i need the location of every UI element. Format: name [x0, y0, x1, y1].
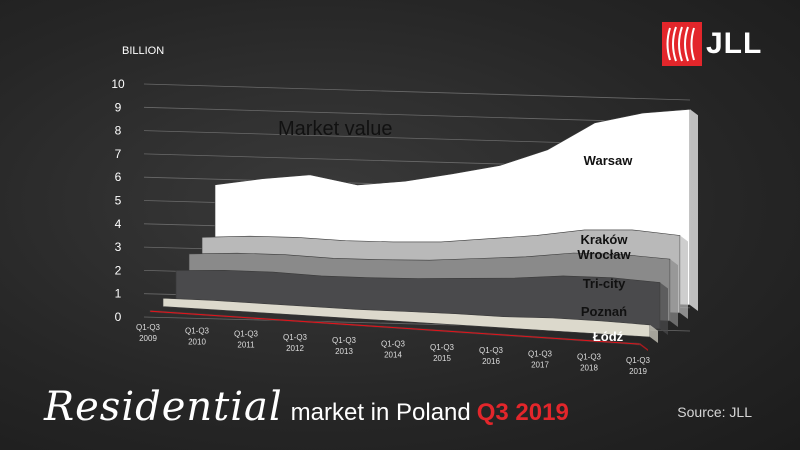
footer-title: Residential market in Poland Q3 2019: [44, 384, 569, 434]
title-rest: market in Poland: [290, 399, 471, 426]
series-side-face: [650, 324, 658, 343]
x-tick-label: Q1-Q3 2012: [283, 333, 308, 353]
x-tick-label: Q1-Q3 2017: [528, 349, 553, 369]
x-tick-label: Q1-Q3 2016: [479, 346, 504, 366]
y-tick-label: 3: [115, 240, 122, 254]
chart-annotation: Market value: [278, 118, 393, 140]
y-tick-label: 2: [115, 263, 122, 277]
series-area-pozna-: [162, 297, 651, 338]
x-tick-label: Q1-Q3 2011: [234, 330, 259, 350]
series-side-face: [670, 259, 678, 327]
y-axis-unit-label: BILLION: [122, 45, 164, 57]
series-label: Tri-city: [583, 276, 626, 291]
x-tick-label: Q1-Q3 2019: [626, 356, 651, 376]
y-tick-label: 9: [115, 100, 122, 114]
y-tick-label: 0: [115, 310, 122, 324]
y-tick-label: 10: [111, 77, 125, 91]
series-side-face: [690, 109, 698, 311]
x-tick-label: Q1-Q3 2014: [381, 340, 406, 360]
series-side-face: [660, 282, 668, 335]
series-side-face: [680, 235, 688, 319]
y-gridline: [143, 83, 691, 101]
x-tick-label: Q1-Q3 2010: [185, 326, 210, 346]
jll-logo: [662, 22, 702, 66]
x-tick-label: Q1-Q3 2015: [430, 343, 455, 363]
title-script-word: Residential: [44, 384, 283, 430]
y-tick-label: 4: [115, 217, 122, 231]
y-tick-label: 1: [115, 287, 122, 301]
x-tick-label: Q1-Q3 2018: [577, 353, 602, 373]
x-tick-label: Q1-Q3 2009: [136, 323, 161, 343]
logo-stripes-icon: [666, 26, 695, 62]
series-area-tri-city: [175, 269, 661, 330]
logo-text: JLL: [706, 27, 763, 60]
x-tick-label: Q1-Q3 2013: [332, 336, 357, 356]
series-label: Łódź: [593, 329, 624, 344]
series-label: Poznań: [581, 304, 627, 319]
y-tick-label: 8: [115, 124, 122, 138]
source-note: Source: JLL: [677, 404, 752, 420]
series-area--d-: [149, 309, 641, 346]
y-gridline: [143, 106, 691, 124]
y-tick-label: 6: [115, 170, 122, 184]
title-period: Q3 2019: [476, 399, 569, 426]
series-label: Kraków: [581, 232, 629, 247]
series-side-face: [640, 343, 648, 351]
y-tick-label: 7: [115, 147, 122, 161]
series-label: Wrocław: [577, 247, 631, 262]
series-label: Warsaw: [584, 153, 634, 168]
y-tick-label: 5: [115, 194, 122, 208]
